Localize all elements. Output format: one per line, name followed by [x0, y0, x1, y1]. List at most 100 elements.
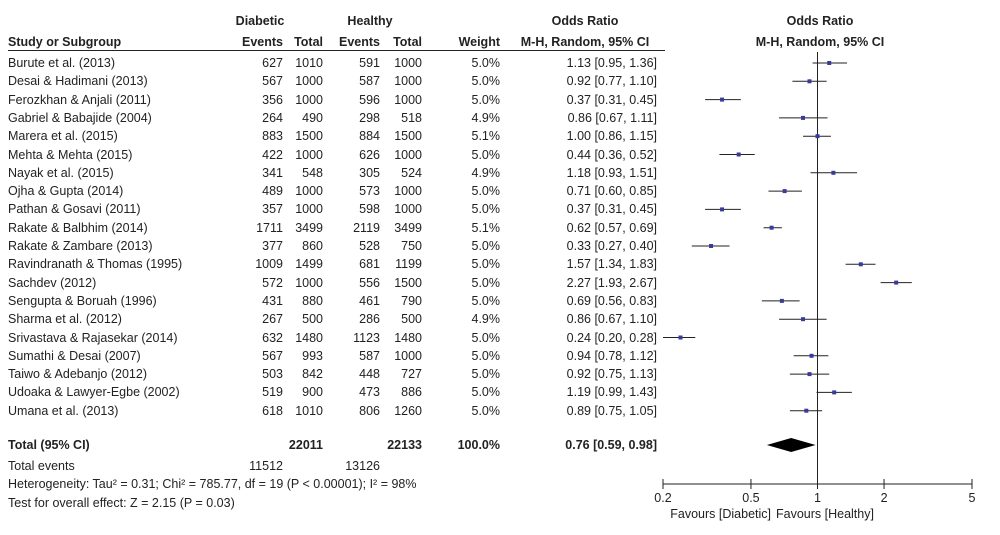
total1-cell: 1010: [295, 403, 323, 418]
events1-cell: 632: [262, 330, 283, 345]
point-estimate: [807, 79, 812, 84]
events1-cell: 1009: [255, 257, 283, 272]
study-name: Burute et al. (2013): [8, 56, 116, 70]
x-tick-label: 0.5: [742, 491, 759, 505]
ci-text-cell: 1.18 [0.93, 1.51]: [566, 165, 657, 180]
total1-header: Total: [294, 35, 323, 49]
total2-cell: 518: [401, 110, 422, 125]
ci-text-cell: 0.92 [0.75, 1.13]: [566, 367, 657, 382]
events2-cell: 626: [359, 147, 380, 162]
weight-cell: 5.0%: [471, 385, 501, 400]
total2-cell: 1000: [394, 184, 422, 199]
x-tick-label: 2: [881, 491, 888, 505]
weight-cell: 5.1%: [471, 220, 501, 235]
ci-text-cell: 0.24 [0.20, 0.28]: [566, 330, 657, 345]
point-estimate: [804, 408, 809, 413]
events1-cell: 431: [262, 293, 283, 308]
ci-text-cell: 0.71 [0.60, 0.85]: [566, 184, 657, 199]
ci-text-cell: 0.94 [0.78, 1.12]: [566, 348, 657, 363]
ci-text-cell: 0.37 [0.31, 0.45]: [566, 202, 657, 217]
events2-cell: 473: [359, 385, 380, 400]
total1-cell: 1499: [295, 257, 323, 272]
events1-cell: 519: [262, 385, 283, 400]
ci-text-cell: 0.89 [0.75, 1.05]: [566, 403, 657, 418]
ci-text-cell: 1.00 [0.86, 1.15]: [566, 129, 657, 144]
weight-cell: 5.0%: [471, 56, 501, 70]
total2-cell: 1500: [394, 275, 422, 290]
events2-header: Events: [339, 35, 380, 49]
total1-cell: 1000: [295, 184, 323, 199]
total2-cell: 727: [401, 367, 422, 382]
total-n2: 22133: [387, 438, 422, 452]
point-estimate: [769, 225, 774, 230]
total-events2: 13126: [345, 459, 380, 473]
point-estimate: [815, 134, 820, 139]
total1-cell: 1500: [295, 129, 323, 144]
events1-cell: 618: [262, 403, 283, 418]
ci-text-cell: 1.13 [0.95, 1.36]: [566, 56, 657, 70]
point-estimate: [858, 262, 863, 267]
events1-cell: 264: [262, 110, 283, 125]
ci-text-cell: 0.62 [0.57, 0.69]: [566, 220, 657, 235]
total-label: Total (95% CI): [8, 438, 90, 452]
group1-header: Diabetic: [235, 14, 285, 28]
total1-cell: 1000: [295, 74, 323, 89]
events1-cell: 567: [262, 74, 283, 89]
weight-header: Weight: [458, 35, 500, 49]
point-estimate: [709, 244, 714, 248]
study-name: Sumathi & Desai (2007): [8, 348, 141, 363]
total1-cell: 842: [302, 367, 323, 382]
study-column-header: Study or Subgroup: [8, 35, 122, 49]
study-name: Marera et al. (2015): [8, 129, 118, 144]
weight-cell: 5.0%: [471, 275, 501, 290]
total2-cell: 1000: [394, 348, 422, 363]
events2-cell: 2119: [353, 220, 380, 235]
header-rule: [8, 50, 665, 51]
total2-cell: 886: [401, 385, 422, 400]
events1-cell: 267: [262, 312, 283, 327]
total2-cell: 1000: [394, 202, 422, 217]
events1-cell: 572: [262, 275, 283, 290]
total-events-label: Total events: [8, 459, 75, 473]
events2-cell: 598: [359, 202, 380, 217]
weight-cell: 5.0%: [471, 184, 501, 199]
weight-cell: 5.1%: [471, 129, 501, 144]
total2-cell: 1000: [394, 147, 422, 162]
events2-cell: 286: [359, 312, 380, 327]
total1-cell: 1010: [295, 56, 323, 70]
pooled-diamond: [766, 438, 816, 452]
events1-header: Events: [242, 35, 283, 49]
total1-cell: 1000: [295, 202, 323, 217]
weight-cell: 5.0%: [471, 202, 501, 217]
total1-cell: 900: [302, 385, 323, 400]
point-estimate: [678, 335, 683, 340]
x-tick-label: 5: [969, 491, 976, 505]
events2-cell: 587: [359, 74, 380, 89]
events1-cell: 356: [262, 92, 283, 107]
study-name: Sharma et al. (2012): [8, 312, 122, 327]
ci-text-cell: 0.92 [0.77, 1.10]: [566, 74, 657, 89]
point-estimate: [801, 317, 806, 322]
total2-cell: 750: [401, 239, 422, 253]
events2-cell: 573: [359, 184, 380, 199]
total1-cell: 490: [302, 110, 323, 125]
point-estimate: [736, 152, 741, 157]
study-name: Gabriel & Babajide (2004): [8, 110, 152, 125]
point-estimate: [894, 280, 899, 285]
events2-cell: 528: [359, 239, 380, 253]
weight-cell: 5.0%: [471, 293, 501, 308]
point-estimate: [832, 390, 837, 395]
events2-cell: 591: [359, 56, 380, 70]
events1-cell: 503: [262, 367, 283, 382]
total2-cell: 524: [401, 165, 422, 180]
weight-cell: 5.0%: [471, 367, 501, 382]
study-name: Srivastava & Rajasekar (2014): [8, 330, 178, 345]
total2-cell: 1480: [394, 330, 422, 345]
total1-cell: 500: [302, 312, 323, 327]
or-column-title: Odds Ratio: [551, 14, 619, 28]
events1-cell: 341: [262, 165, 283, 180]
ci-text-cell: 0.86 [0.67, 1.10]: [566, 312, 657, 327]
events2-cell: 681: [359, 257, 380, 272]
